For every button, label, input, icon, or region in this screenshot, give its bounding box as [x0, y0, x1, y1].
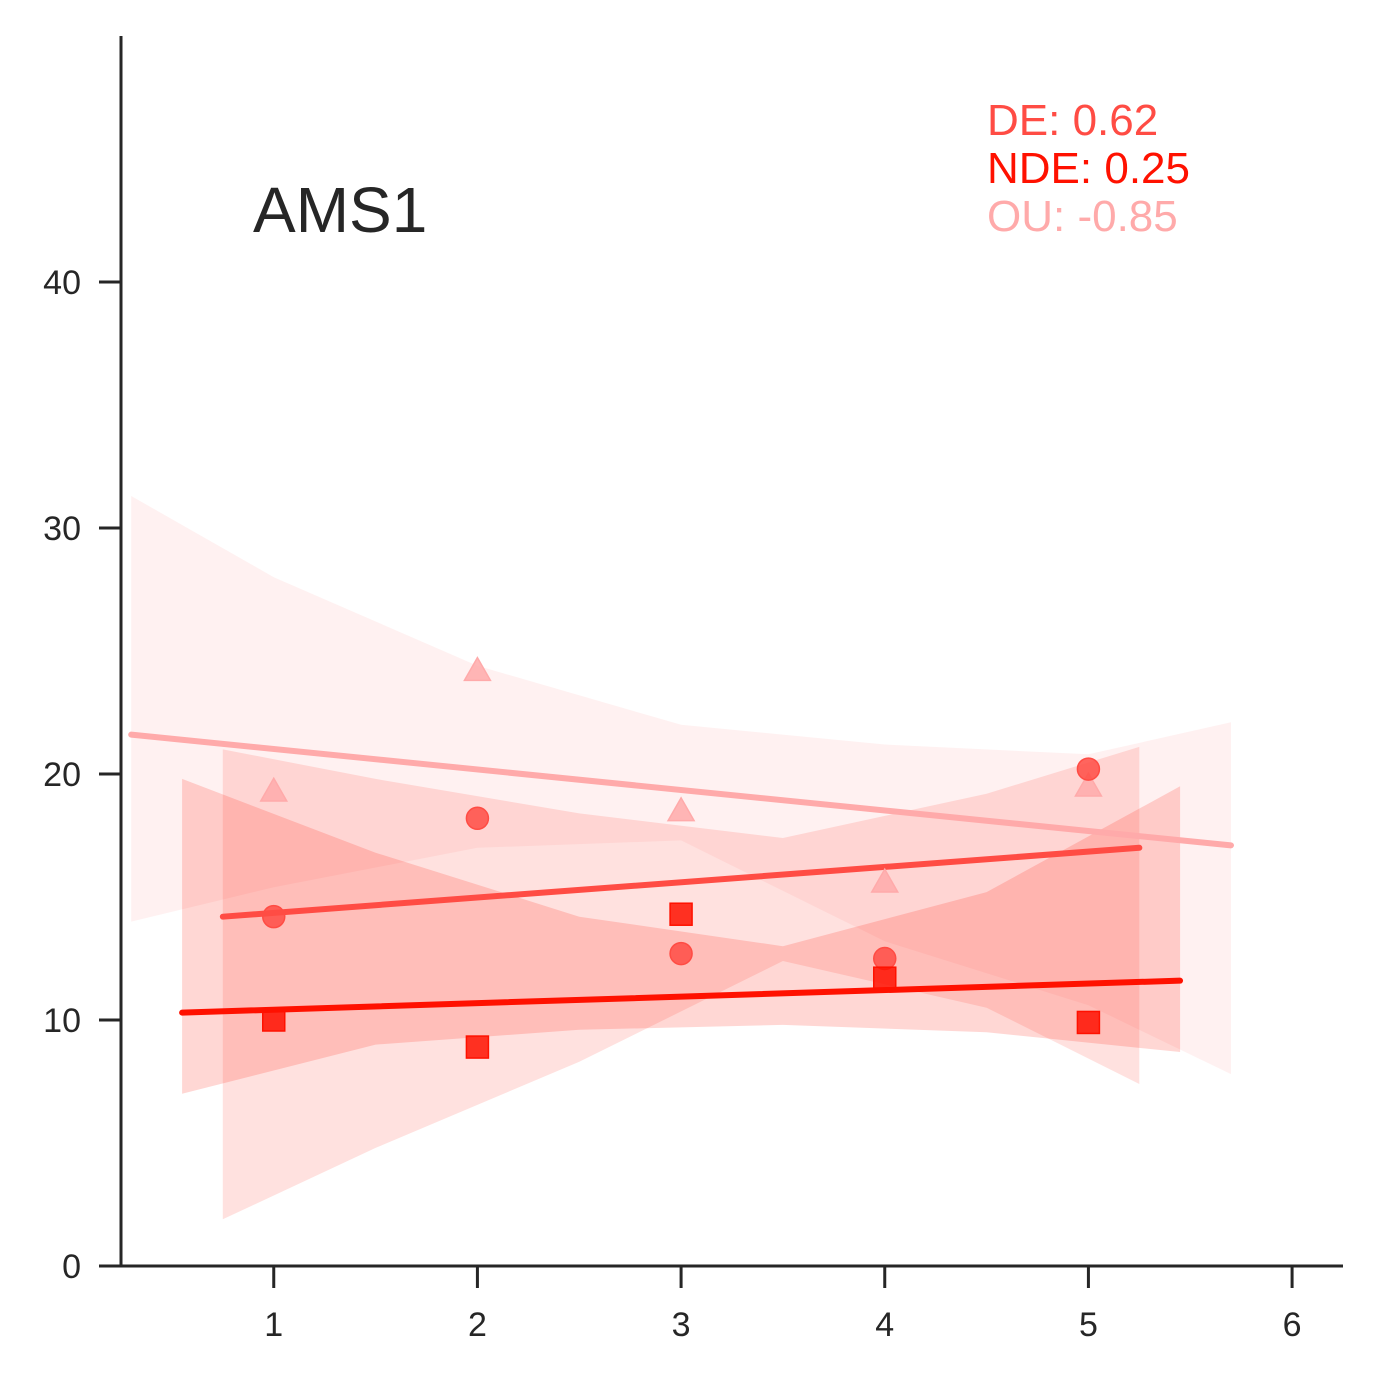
de-point-3 [669, 941, 693, 966]
ou-point-5 [1074, 771, 1103, 797]
x-tick-label-3: 3 [672, 1306, 691, 1344]
nde-point-3 [669, 902, 693, 926]
regression-lines [128, 731, 1234, 1016]
x-tick-label-1: 1 [264, 1306, 283, 1344]
ou-stat-label: OU: -0.85 [987, 192, 1178, 241]
nde-point-4 [873, 966, 897, 990]
nde-regression-line [179, 977, 1184, 1016]
ou-point-4 [870, 867, 900, 893]
confidence-bands [131, 496, 1232, 1220]
ou-point-1 [259, 776, 289, 802]
y-tick-label-40: 40 [43, 264, 81, 302]
nde-point-2 [465, 1035, 490, 1059]
de-point-4 [873, 946, 897, 971]
ou-confidence-band [131, 496, 1232, 1075]
de-regression-line [219, 844, 1143, 920]
x-tick-label-2: 2 [468, 1306, 487, 1344]
nde-point-5 [1076, 1010, 1101, 1035]
data-points [259, 656, 1103, 1059]
y-ticks: 0 10 20 30 40 [43, 264, 121, 1286]
de-point-1 [262, 904, 286, 929]
de-point-5 [1076, 757, 1101, 781]
axes [119, 36, 1343, 1268]
nde-stat-label: NDE: 0.25 [987, 144, 1190, 193]
x-tick-label-5: 5 [1079, 1306, 1098, 1344]
de-stat-label: DE: 0.62 [987, 96, 1158, 145]
y-tick-label-20: 20 [43, 756, 81, 794]
chart-title: AMS1 [253, 174, 427, 246]
de-point-2 [465, 806, 490, 831]
x-ticks: 1 2 3 4 5 6 [264, 1266, 1302, 1344]
y-tick-label-30: 30 [43, 510, 81, 548]
ou-point-2 [463, 656, 492, 682]
y-tick-label-0: 0 [62, 1248, 81, 1286]
nde-confidence-band [182, 778, 1181, 1094]
x-tick-label-6: 6 [1283, 1306, 1302, 1344]
x-tick-label-4: 4 [875, 1306, 894, 1344]
nde-point-1 [262, 1008, 286, 1032]
ou-regression-line [128, 731, 1234, 849]
y-tick-label-10: 10 [43, 1002, 81, 1040]
ou-point-3 [666, 796, 696, 822]
